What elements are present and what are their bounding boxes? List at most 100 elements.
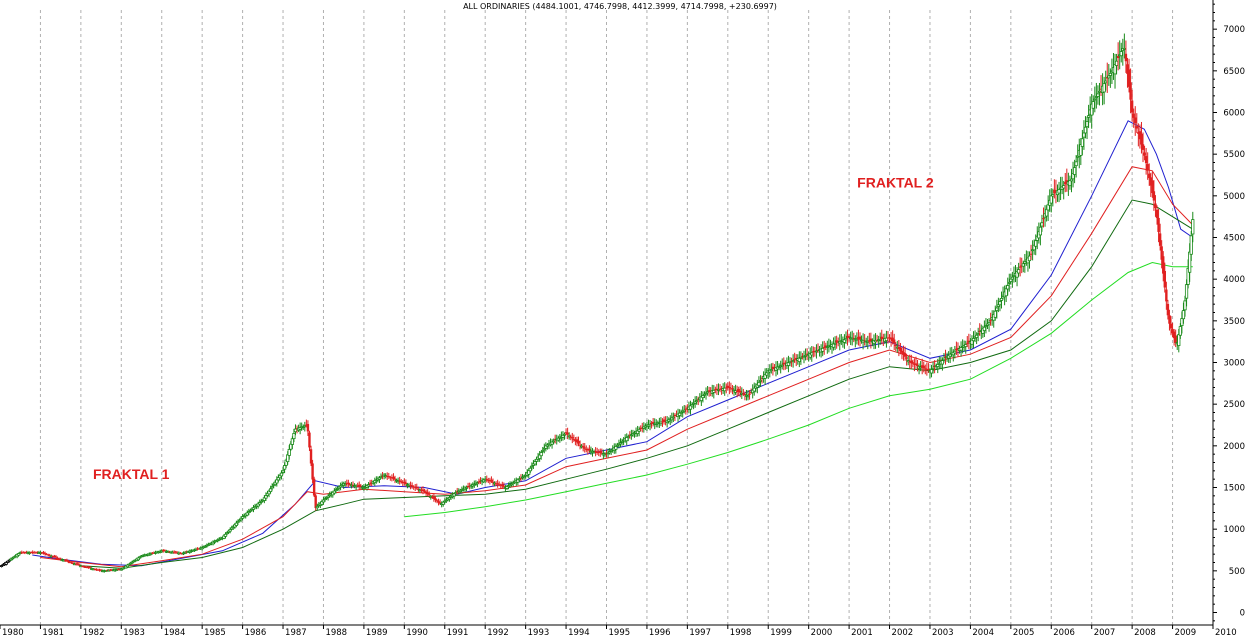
candle (426, 489, 429, 497)
candle (699, 391, 703, 406)
candle (594, 447, 597, 457)
candle-body (1049, 195, 1053, 204)
candle (400, 479, 403, 484)
candle (1172, 328, 1176, 346)
candle (347, 479, 350, 488)
candle-body (581, 446, 585, 448)
candle (23, 551, 27, 555)
candle (1155, 205, 1159, 225)
ma-line-4 (404, 261, 1193, 518)
x-tick-label: 2005 (1013, 628, 1035, 636)
candle-body (183, 552, 187, 554)
candle-body (386, 475, 389, 477)
candle-body (583, 447, 586, 449)
candle-body (1009, 278, 1013, 282)
candle (597, 449, 600, 457)
candle (501, 481, 504, 489)
candle-body (1108, 72, 1112, 76)
candle (1130, 89, 1134, 122)
candle-body (57, 558, 61, 560)
candle (929, 364, 934, 378)
candle (924, 364, 927, 375)
y-tick-label: 4500 (1223, 234, 1245, 244)
candle-body (1006, 285, 1010, 290)
candle-body (517, 478, 522, 481)
candle (868, 332, 871, 345)
candle (437, 498, 440, 506)
candle-body (404, 482, 408, 484)
candle (895, 340, 899, 353)
candle (81, 565, 84, 568)
candle-body (82, 566, 86, 568)
candle-body (571, 437, 574, 439)
candle-body (964, 344, 968, 347)
candle-body (1188, 251, 1192, 273)
candle (888, 334, 891, 343)
candle-body (726, 385, 729, 388)
candle-body (971, 338, 976, 342)
candle-body (412, 486, 415, 488)
candle-body (914, 363, 918, 366)
candle-body (888, 337, 891, 339)
candle (1169, 316, 1173, 336)
candle (880, 329, 883, 345)
candle-body (1163, 270, 1166, 288)
candle (544, 442, 548, 452)
candle-body (908, 361, 911, 363)
candle (842, 334, 847, 349)
candle-body (415, 487, 418, 489)
candle (179, 551, 182, 555)
candle-body (728, 387, 731, 389)
candle-body (1091, 101, 1095, 109)
candle (1046, 195, 1050, 221)
candle-body (1119, 51, 1123, 57)
candle-body (810, 352, 814, 356)
y-tick-label: 3000 (1223, 359, 1245, 369)
candle (718, 384, 722, 393)
candle-body (490, 479, 493, 482)
candle (737, 386, 740, 396)
candle-body (1154, 203, 1157, 209)
candle (85, 565, 89, 569)
candle-body (323, 498, 327, 501)
candle-body (311, 463, 314, 480)
candle (356, 482, 359, 488)
candle-body (23, 552, 27, 554)
candle (578, 440, 582, 450)
candle (45, 552, 48, 556)
x-tick-label: 1980 (2, 628, 24, 636)
candle (432, 493, 436, 502)
candle-body (799, 356, 803, 359)
candle-body (1138, 131, 1142, 140)
candle-body (1160, 246, 1163, 260)
series-layer (0, 33, 1195, 573)
annotations-layer: FRAKTAL 1 FRAKTAL 2 (93, 175, 934, 483)
y-tick-label: 5500 (1223, 150, 1245, 160)
candle (1146, 152, 1149, 180)
candle-body (345, 483, 348, 485)
candle-body (1074, 161, 1078, 167)
candle (791, 354, 795, 368)
candle (338, 482, 343, 491)
candle-body (234, 522, 238, 526)
candle-body (403, 481, 406, 484)
x-tick-label: 1999 (770, 628, 792, 636)
candle-body (1080, 138, 1084, 147)
candle (1171, 322, 1174, 338)
candle-body (1140, 133, 1143, 145)
candle-body (424, 491, 428, 493)
candle (561, 431, 565, 441)
candle (305, 419, 308, 428)
candle-body (1107, 75, 1111, 79)
candle-body (1096, 93, 1100, 97)
candle-body (892, 339, 896, 344)
candle (435, 499, 439, 504)
candle-body (1172, 331, 1176, 339)
candle-body (64, 559, 67, 561)
candle (358, 481, 361, 490)
candle-body (835, 340, 838, 343)
candle-body (409, 484, 412, 486)
candle (911, 359, 915, 368)
candle-body (435, 500, 439, 502)
candle-body (87, 566, 90, 568)
